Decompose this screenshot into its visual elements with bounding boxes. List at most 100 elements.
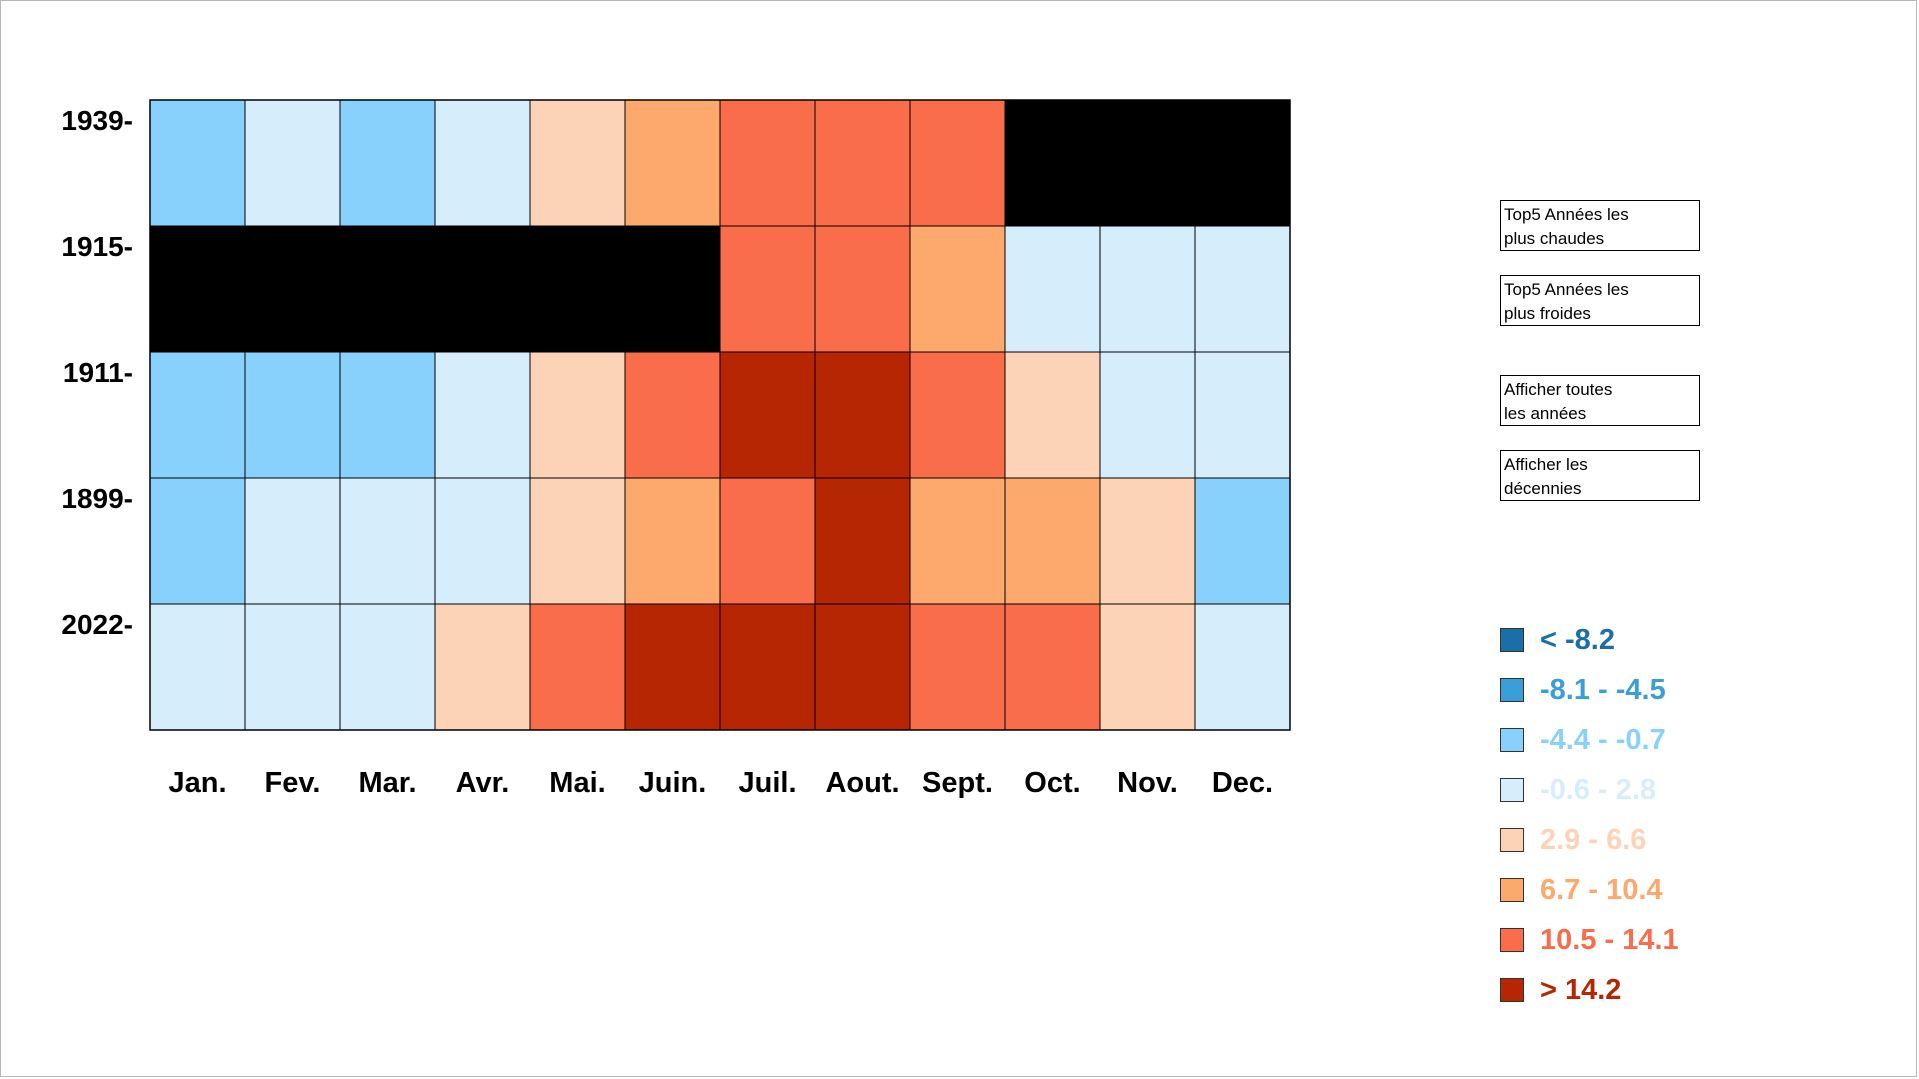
legend-item: 6.7 - 10.4 [1500, 873, 1663, 906]
heatmap-cell [244, 99, 341, 227]
heatmap-cell [1099, 225, 1196, 353]
heatmap-cell [1194, 99, 1291, 227]
heatmap-cell [624, 351, 721, 479]
heatmap-cell [1004, 225, 1101, 353]
row-tick-label: 1939- [61, 105, 133, 136]
heatmap-cell [909, 603, 1006, 731]
row-tick-label: 1915- [61, 231, 133, 262]
legend-item: 2.9 - 6.6 [1500, 823, 1647, 856]
heatmap-cell [339, 351, 436, 479]
heatmap-cell [1099, 351, 1196, 479]
heatmap-cell [339, 225, 436, 353]
heatmap-cell [1194, 351, 1291, 479]
heatmap-cell [529, 99, 626, 227]
column-tick-label: Sept. [922, 767, 993, 799]
row-tick-label: 1899- [61, 483, 133, 514]
show-decades-button[interactable]: Afficher les décennies [1500, 450, 1700, 501]
heatmap-cell [624, 225, 721, 353]
top5-coldest-years-button[interactable]: Top5 Années les plus froides [1500, 275, 1700, 326]
legend-swatch [1500, 978, 1524, 1002]
heatmap-cell [624, 477, 721, 605]
heatmap-cell [434, 351, 531, 479]
heatmap-cell [244, 477, 341, 605]
heatmap-cell [719, 477, 816, 605]
legend-label: -8.1 - -4.5 [1540, 673, 1666, 706]
legend-item: -4.4 - -0.7 [1500, 723, 1666, 756]
show-all-years-button[interactable]: Afficher toutes les années [1500, 375, 1700, 426]
heatmap-cell [909, 351, 1006, 479]
legend-swatch [1500, 628, 1524, 652]
legend-item: 10.5 - 14.1 [1500, 923, 1679, 956]
column-tick-label: Oct. [1024, 767, 1080, 799]
row-tick-label: 2022- [61, 609, 133, 640]
heatmap-cell [434, 477, 531, 605]
heatmap-cell [814, 351, 911, 479]
heatmap-cell [244, 351, 341, 479]
column-tick-label: Mar. [358, 767, 416, 799]
column-tick-label: Mai. [549, 767, 605, 799]
heatmap-cell [719, 225, 816, 353]
legend-label: -4.4 - -0.7 [1540, 723, 1666, 756]
heatmap-cell [529, 225, 626, 353]
heatmap-cell [339, 477, 436, 605]
heatmap-cell [1099, 99, 1196, 227]
legend-label: 2.9 - 6.6 [1540, 823, 1647, 856]
heatmap-cell [1099, 603, 1196, 731]
legend-item: < -8.2 [1500, 623, 1615, 656]
legend-item: -8.1 - -4.5 [1500, 673, 1666, 706]
heatmap-cell [814, 477, 911, 605]
heatmap-cell [339, 99, 436, 227]
column-tick-label: Avr. [456, 767, 510, 799]
heatmap-cell [149, 99, 246, 227]
column-tick-label: Aout. [825, 767, 899, 799]
top5-warmest-years-button[interactable]: Top5 Années les plus chaudes [1500, 200, 1700, 251]
legend-label: 6.7 - 10.4 [1540, 873, 1663, 906]
heatmap-cell [529, 603, 626, 731]
heatmap-cell [149, 477, 246, 605]
heatmap-cell [434, 225, 531, 353]
row-tick-label: 1911- [63, 357, 133, 388]
heatmap-cell [1194, 477, 1291, 605]
heatmap-cell [244, 225, 341, 353]
heatmap-cell [909, 477, 1006, 605]
heatmap-cell [814, 225, 911, 353]
heatmap-cell [434, 603, 531, 731]
heatmap-cell [529, 351, 626, 479]
legend-label: -0.6 - 2.8 [1540, 773, 1657, 806]
heatmap-cell [1004, 99, 1101, 227]
column-tick-label: Juin. [639, 767, 707, 799]
legend-swatch [1500, 678, 1524, 702]
legend-swatch [1500, 928, 1524, 952]
heatmap-cell [1004, 351, 1101, 479]
column-tick-label: Juil. [738, 767, 796, 799]
heatmap-cell [624, 99, 721, 227]
legend-swatch [1500, 728, 1524, 752]
heatmap-cell [339, 603, 436, 731]
heatmap-cell [434, 99, 531, 227]
legend-label: < -8.2 [1540, 623, 1615, 656]
heatmap-cell [624, 603, 721, 731]
legend-label: 10.5 - 14.1 [1540, 923, 1679, 956]
heatmap-cell [1194, 603, 1291, 731]
heatmap-cell [1194, 225, 1291, 353]
heatmap-cell [149, 351, 246, 479]
heatmap-cell [529, 477, 626, 605]
heatmap-border [149, 99, 1291, 731]
heatmap-cell [1004, 477, 1101, 605]
legend-item: > 14.2 [1500, 973, 1622, 1006]
column-tick-label: Jan. [168, 767, 226, 799]
heatmap-cell [1004, 603, 1101, 731]
legend-item: -0.6 - 2.8 [1500, 773, 1657, 806]
legend-swatch [1500, 828, 1524, 852]
column-tick-label: Nov. [1117, 767, 1178, 799]
legend-swatch [1500, 778, 1524, 802]
heatmap-cell [814, 603, 911, 731]
column-tick-label: Fev. [265, 767, 321, 799]
heatmap-cell [244, 603, 341, 731]
heatmap-cell [149, 603, 246, 731]
legend-swatch [1500, 878, 1524, 902]
heatmap-cell [719, 99, 816, 227]
legend-label: > 14.2 [1540, 973, 1622, 1006]
